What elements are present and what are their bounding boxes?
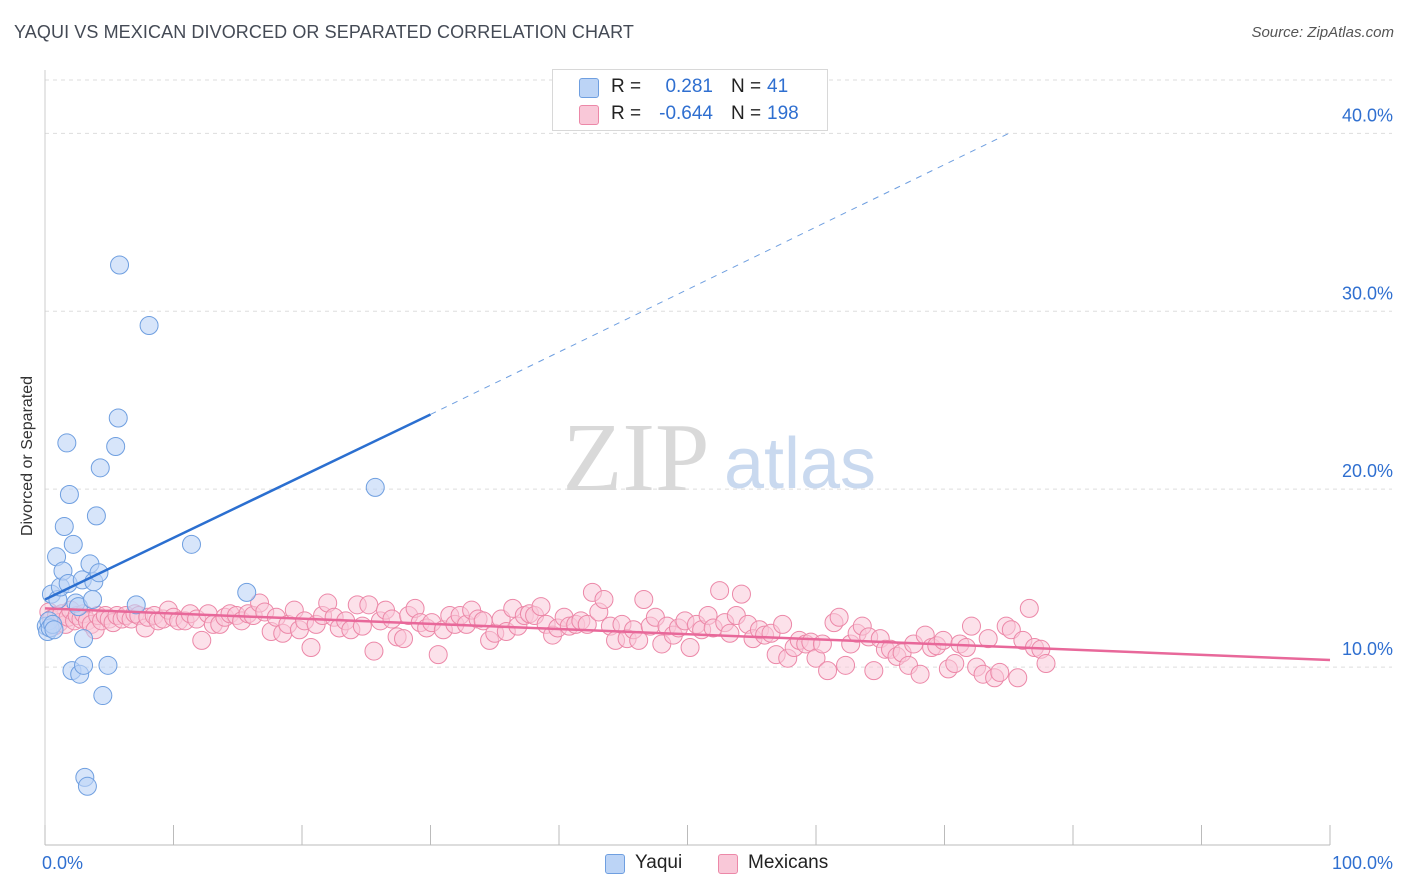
- mexicans-point: [594, 589, 614, 609]
- mexicans-point: [812, 634, 832, 654]
- yaqui-point: [59, 485, 79, 505]
- yaqui-trend-extension: [430, 132, 1009, 415]
- watermark-atlas: atlas: [724, 424, 876, 504]
- correlation-legend: R = 0.281 N = 41 R = -0.644 N = 198: [552, 69, 828, 131]
- grid-lines: [45, 79, 1392, 668]
- mexicans-swatch: [579, 105, 599, 125]
- mexicans-point: [864, 661, 884, 681]
- tick-labels: 10.0% 20.0% 30.0% 40.0% 0.0% 100.0%: [42, 105, 1393, 873]
- mexicans-point: [1019, 598, 1039, 618]
- yaqui-point: [237, 582, 257, 602]
- legend-label-yaqui: Yaqui: [635, 852, 683, 873]
- yaqui-point: [77, 776, 97, 796]
- yaqui-point: [83, 589, 103, 609]
- mexicans-point: [731, 584, 751, 604]
- source-label: Source: ZipAtlas.com: [1251, 24, 1394, 41]
- trend-lines: [44, 132, 1331, 662]
- y-tick-label: 40.0%: [1342, 105, 1393, 125]
- yaqui-point: [106, 436, 126, 456]
- mexicans-point: [961, 616, 981, 636]
- yaqui-point: [74, 655, 94, 675]
- y-tick-label: 20.0%: [1342, 461, 1393, 481]
- yaqui-point: [181, 534, 201, 554]
- mexicans-point: [192, 630, 212, 650]
- yaqui-point: [110, 255, 130, 275]
- mexicans-point: [910, 664, 930, 684]
- mexicans-point: [428, 645, 448, 665]
- yaqui-point: [90, 458, 110, 478]
- yaqui-point: [126, 595, 146, 615]
- yaqui-point: [54, 517, 74, 537]
- yaqui-swatch: [605, 854, 625, 874]
- legend-row-yaqui: R = 0.281 N = 41: [553, 74, 827, 100]
- yaqui-point: [139, 316, 159, 336]
- mexicans-point: [933, 630, 953, 650]
- n-label: N =: [731, 103, 762, 124]
- mexicans-points: [39, 581, 1056, 688]
- yaqui-point: [63, 534, 83, 554]
- mexicans-trend-line: [44, 607, 1331, 662]
- mexicans-point: [531, 597, 551, 617]
- mexicans-point: [1036, 654, 1056, 674]
- mexicans-point: [629, 630, 649, 650]
- mexicans-point: [394, 629, 414, 649]
- r-label: R =: [611, 76, 642, 97]
- legend-row-mexicans: R = -0.644 N = 198: [553, 101, 827, 127]
- chart-title: YAQUI VS MEXICAN DIVORCED OR SEPARATED C…: [14, 22, 635, 42]
- yaqui-point: [365, 477, 385, 497]
- yaqui-point: [108, 408, 128, 428]
- yaqui-swatch: [579, 78, 599, 98]
- n-value: 198: [767, 103, 799, 124]
- yaqui-point: [74, 629, 94, 649]
- x-tick-label: 100.0%: [1332, 853, 1393, 873]
- y-tick-label: 30.0%: [1342, 283, 1393, 303]
- x-tick-label: 0.0%: [42, 853, 83, 873]
- mexicans-point: [364, 641, 384, 661]
- mexicans-point: [978, 629, 998, 649]
- yaqui-point: [44, 620, 64, 640]
- mexicans-point: [773, 614, 793, 634]
- yaqui-points: [36, 255, 385, 796]
- mexicans-point: [829, 607, 849, 627]
- mexicans-point: [680, 638, 700, 658]
- mexicans-point: [818, 661, 838, 681]
- r-label: R =: [611, 103, 642, 124]
- mexicans-point: [990, 662, 1010, 682]
- mexicans-point: [720, 623, 740, 643]
- mexicans-point: [1008, 668, 1028, 688]
- yaqui-point: [98, 655, 118, 675]
- mexicans-point: [301, 638, 321, 658]
- n-value: 41: [767, 76, 789, 97]
- yaqui-point: [57, 433, 77, 453]
- n-label: N =: [731, 76, 762, 97]
- mexicans-swatch: [718, 854, 738, 874]
- mexicans-point: [956, 638, 976, 658]
- mexicans-point: [359, 595, 379, 615]
- watermark-zip: ZIP: [563, 404, 710, 512]
- series-legend: Yaqui Mexicans: [0, 852, 1406, 878]
- legend-label-mexicans: Mexicans: [748, 852, 829, 873]
- mexicans-point: [382, 609, 402, 629]
- mexicans-point: [634, 589, 654, 609]
- yaqui-point: [93, 686, 113, 706]
- mexicans-point: [945, 654, 965, 674]
- mexicans-point: [710, 581, 730, 601]
- r-value: 0.281: [665, 76, 713, 97]
- mexicans-point: [836, 655, 856, 675]
- yaqui-point: [86, 506, 106, 526]
- yaqui-trend-line: [44, 413, 432, 601]
- r-value: -0.644: [659, 103, 713, 124]
- y-tick-label: 10.0%: [1342, 639, 1393, 659]
- axes: [44, 70, 1331, 846]
